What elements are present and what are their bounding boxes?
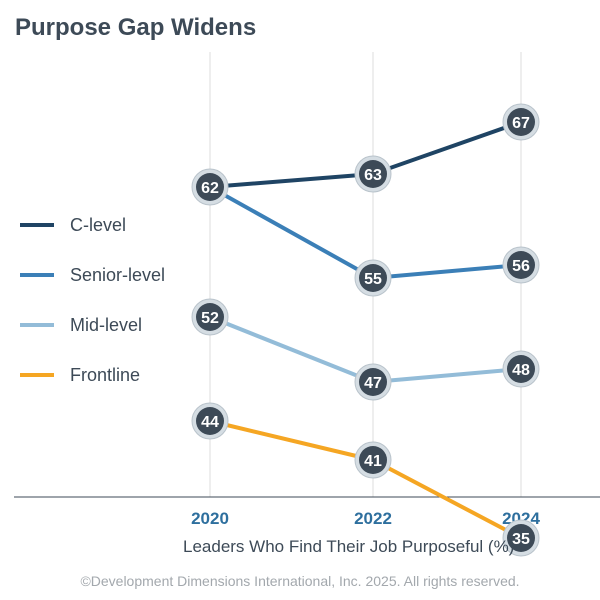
- chart-title: Purpose Gap Widens: [15, 14, 257, 41]
- legend: C-level Senior-level Mid-level Frontline: [20, 200, 165, 400]
- data-point: 67: [502, 103, 540, 141]
- copyright-notice: ©Development Dimensions International, I…: [80, 573, 520, 589]
- data-point: 55: [354, 259, 392, 297]
- data-point: 44: [191, 402, 229, 440]
- legend-swatch: [20, 223, 54, 227]
- data-label: 62: [201, 180, 219, 197]
- data-point: 47: [354, 363, 392, 401]
- data-label: 35: [512, 531, 530, 548]
- legend-item-mid-level: Mid-level: [20, 300, 165, 350]
- data-point: 52: [191, 298, 229, 336]
- data-points: 62 63 67 55 56 52 47 48 44 41 35: [191, 103, 540, 557]
- data-point: 62: [191, 168, 229, 206]
- legend-swatch: [20, 373, 54, 377]
- data-point: 48: [502, 350, 540, 388]
- legend-label: Frontline: [70, 364, 141, 385]
- data-point: 56: [502, 246, 540, 284]
- legend-label: Mid-level: [70, 314, 143, 335]
- legend-label: C-level: [70, 214, 127, 235]
- legend-label: Senior-level: [70, 264, 166, 285]
- data-point: 35: [502, 519, 540, 557]
- legend-item-frontline: Frontline: [20, 350, 165, 400]
- data-label: 48: [512, 362, 530, 379]
- legend-item-senior-level: Senior-level: [20, 250, 165, 300]
- x-axis-label: Leaders Who Find Their Job Purposeful (%…: [183, 537, 515, 556]
- data-label: 41: [364, 453, 382, 470]
- data-label: 55: [364, 271, 382, 288]
- data-point: 41: [354, 441, 392, 479]
- data-label: 44: [201, 414, 219, 431]
- legend-swatch: [20, 323, 54, 327]
- data-label: 52: [201, 310, 219, 327]
- data-point: 63: [354, 155, 392, 193]
- legend-swatch: [20, 273, 54, 277]
- data-label: 56: [512, 258, 530, 275]
- legend-item-c-level: C-level: [20, 200, 165, 250]
- x-tick-label: 2020: [191, 509, 229, 528]
- x-tick-label: 2022: [354, 509, 392, 528]
- data-label: 67: [512, 115, 530, 132]
- data-label: 47: [364, 375, 382, 392]
- data-label: 63: [364, 167, 382, 184]
